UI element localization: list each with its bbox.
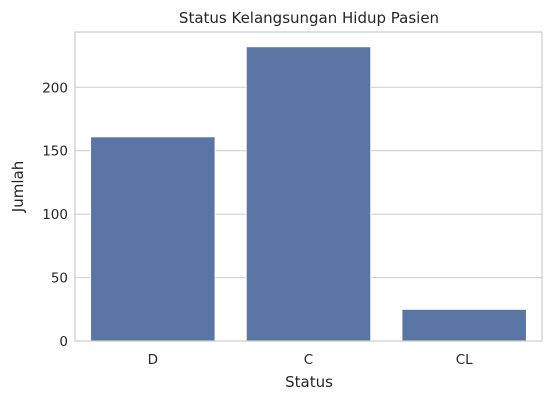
y-tick-label: 100 [42, 207, 68, 223]
x-tick-label: D [148, 352, 158, 368]
x-axis-label: Status [285, 373, 333, 391]
bar-cl [401, 308, 527, 342]
y-tick-label: 150 [42, 144, 68, 160]
x-tick-labels: D C CL [148, 352, 473, 368]
y-tick-labels: 0 50 100 150 200 [42, 80, 68, 350]
x-tick-label: C [304, 352, 313, 368]
y-axis-label: Jumlah [9, 161, 27, 213]
y-tick-label: 0 [59, 334, 68, 350]
bars [90, 46, 527, 342]
x-tick-label: CL [456, 352, 473, 368]
chart-title: Status Kelangsungan Hidup Pasien [179, 9, 439, 27]
y-tick-label: 200 [42, 80, 68, 96]
y-tick-label: 50 [51, 271, 68, 287]
plot-frame [74, 31, 543, 342]
bar-c [245, 46, 372, 342]
bar-d [90, 136, 216, 342]
